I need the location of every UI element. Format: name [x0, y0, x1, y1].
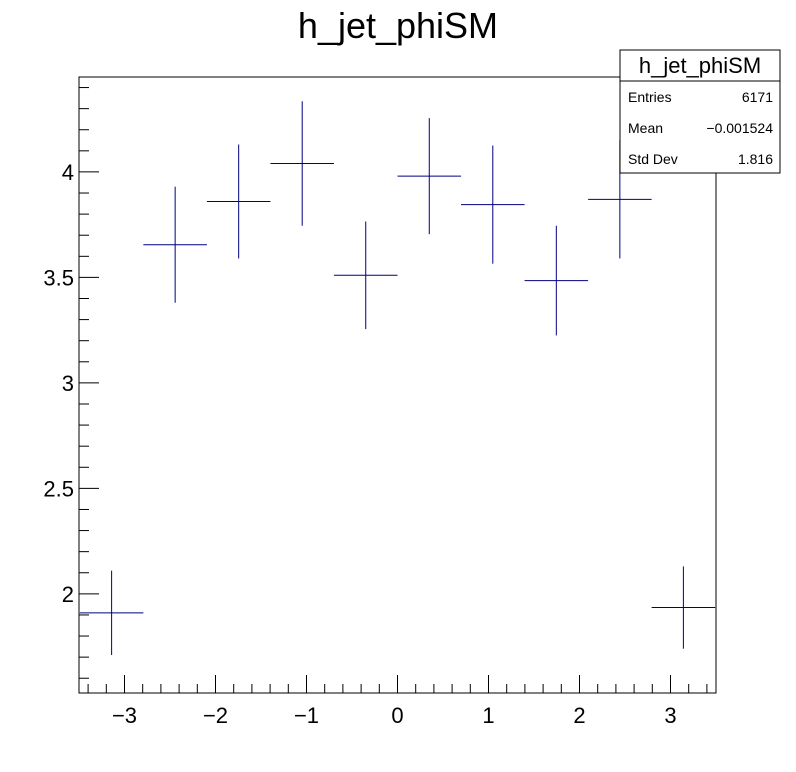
stats-entries-label: Entries: [628, 89, 672, 105]
stats-stddev-value: 1.816: [738, 151, 773, 167]
data-point: [461, 145, 525, 264]
y-tick-label: 3: [62, 371, 74, 396]
x-tick-label: 1: [482, 703, 494, 728]
stats-mean-label: Mean: [628, 120, 663, 136]
data-point: [397, 118, 462, 235]
data-point: [270, 101, 334, 226]
data-point: [524, 225, 589, 336]
y-tick-label: 4: [62, 160, 74, 185]
x-tick-label: 3: [664, 703, 676, 728]
x-tick-label: −2: [203, 703, 228, 728]
x-tick-label: 2: [573, 703, 585, 728]
stats-mean-value: −0.001524: [706, 120, 773, 136]
data-point: [206, 144, 271, 259]
stats-title: h_jet_phiSM: [639, 53, 761, 78]
chart-title: h_jet_phiSM: [298, 5, 498, 46]
y-tick-label: 2: [62, 582, 74, 607]
x-tick-label: −3: [112, 703, 137, 728]
data-point: [143, 186, 207, 303]
stats-stddev-label: Std Dev: [628, 151, 678, 167]
x-axis: −3 −2 −1 0 1 2 3: [87, 675, 708, 728]
data-point: [651, 566, 716, 649]
stats-frame: [619, 49, 781, 174]
y-tick-label: 2.5: [43, 476, 74, 501]
data-point: [333, 221, 398, 330]
y-axis: 2 2.5 3 3.5 4: [43, 87, 99, 679]
x-tick-label: 0: [391, 703, 403, 728]
data-points: [79, 101, 716, 656]
data-point: [79, 570, 144, 656]
x-tick-label: −1: [294, 703, 319, 728]
stats-box: h_jet_phiSM Entries 6171 Mean −0.001524 …: [619, 49, 781, 174]
stats-entries-value: 6171: [742, 89, 773, 105]
y-tick-label: 3.5: [43, 265, 74, 290]
